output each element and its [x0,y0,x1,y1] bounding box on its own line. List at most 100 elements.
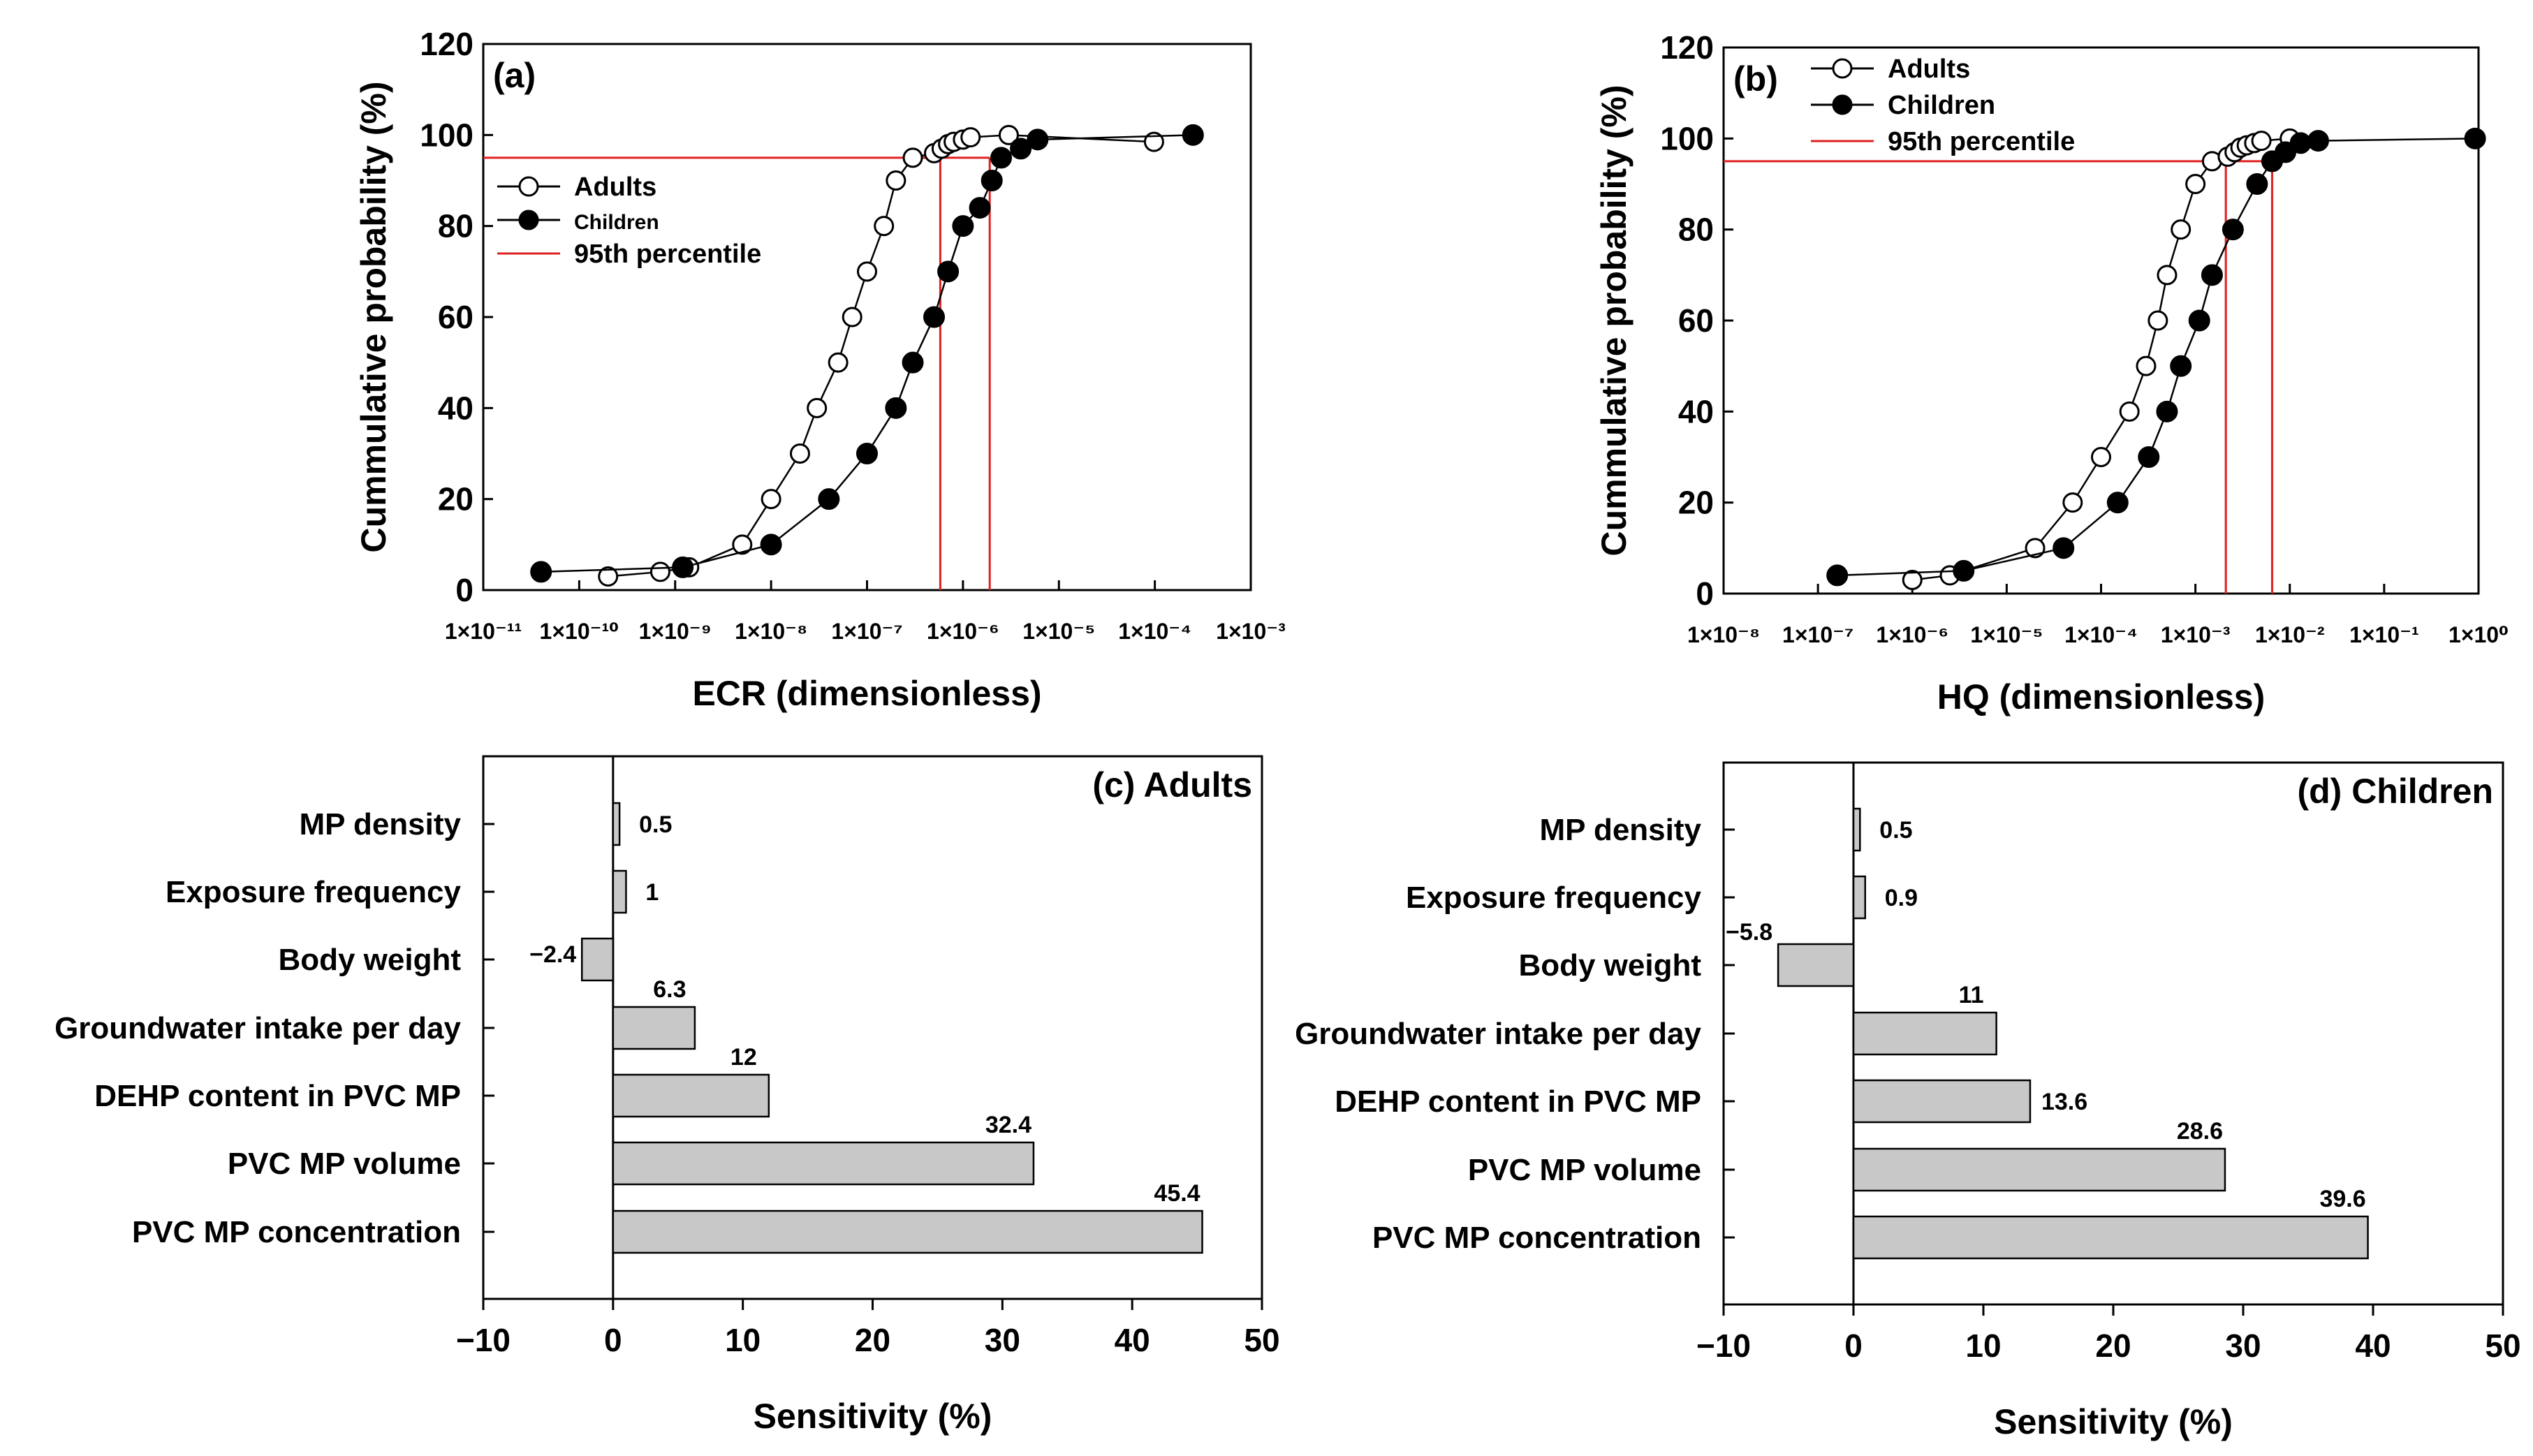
data-label: 45.4 [1154,1180,1200,1207]
data-point-adults [2157,265,2178,286]
data-label: −5.8 [1726,919,1772,946]
x-tick-label: 1×10⁻⁶ [927,619,999,644]
legend-label-children: Children [1888,91,1995,120]
data-point-children [902,351,924,374]
legend-marker-children [1832,94,1853,115]
y-tick-label: 80 [1678,212,1714,248]
data-label: 13.6 [2041,1089,2087,1115]
y-tick-label: 60 [438,299,473,335]
data-point-children [2106,492,2129,514]
category-label: DEHP content in PVC MP [94,1079,461,1113]
x-axis-label: Sensitivity (%) [754,1397,992,1436]
category-label: Body weight [1518,948,1701,983]
data-point-children [1027,128,1049,151]
data-point-children [969,197,991,219]
data-point-children [885,397,907,419]
data-point-children [2222,219,2244,241]
x-tick-label: 30 [985,1322,1020,1358]
x-tick-label: 1×10⁻⁷ [831,619,902,644]
bar [612,1006,696,1050]
data-point-children [2307,130,2329,152]
data-point-children [990,147,1013,169]
category-label: MP density [300,807,462,841]
x-tick-label: 1×10⁻⁶ [1876,622,1948,647]
data-point-children [672,556,694,578]
x-tick-label: 1×10⁻³ [2161,622,2231,647]
data-point-adults [598,566,619,587]
x-tick-label: 1×10⁰ [2448,622,2509,647]
x-tick-label: 1×10⁻⁸ [735,619,807,644]
y-tick-label: 60 [1678,302,1714,339]
x-tick-label: −10 [456,1322,511,1358]
panel-label: (d) Children [2297,772,2493,811]
x-tick-label: 10 [1965,1328,2001,1364]
data-point-children [1182,124,1204,146]
x-tick-label: 1×10⁻⁷ [1782,622,1853,647]
panel-b-hq-cumulative: 0 20 40 60 80 100 120 1×10⁻⁸ 1×10⁻⁷ 1×10⁻⁶ 1×10⁻⁵ 1… [1594,29,2509,716]
x-tick-label: 1×10⁻⁴ [2064,622,2138,647]
data-point-adults [2062,492,2083,513]
data-point-children [760,534,782,556]
bar [612,1073,770,1118]
data-label: 12 [730,1044,757,1071]
legend-label-95th-percentile: 95th percentile [1888,127,2075,156]
panel-label: (b) [1733,59,1778,98]
bar [1852,1147,2226,1192]
data-point-adults [2091,447,2111,467]
data-point-adults [2119,401,2140,422]
data-point-adults [2025,538,2046,559]
x-axis-label: Sensitivity (%) [1994,1402,2233,1441]
bar [612,1209,1203,1254]
data-label: 39.6 [2319,1186,2365,1212]
data-label: 0.5 [639,811,672,838]
x-tick-label: 1×10⁻² [2255,622,2325,647]
x-tick-label: 1×10⁻⁵ [1970,622,2043,647]
y-tick-label: 20 [1678,485,1714,521]
y-tick-label: 0 [1696,575,1714,612]
data-point-adults [1902,569,1923,590]
data-point-children [856,443,878,464]
x-axis-label: HQ (dimensionless) [1937,677,2266,716]
panel-label: (c) Adults [1092,765,1252,804]
bar [1777,943,1855,987]
data-point-children [530,561,552,583]
x-tick-label: 50 [2485,1328,2520,1364]
legend-label-children: Children [574,211,659,234]
x-tick-label: 1×10⁻¹¹ [445,619,522,644]
x-tick-label: 1×10⁻¹ [2349,622,2419,647]
x-tick-label: −10 [1696,1328,1751,1364]
category-label: PVC MP concentration [1372,1221,1701,1255]
x-tick-label: 1×10⁻⁴ [1118,619,1191,644]
data-point-children [952,215,974,237]
panel-c-adults-sensitivity: −10 0 10 20 30 40 50 Sensitivity (%) MP density 0… [54,755,1280,1436]
data-label: 1 [645,879,659,906]
category-label: Groundwater intake per day [1295,1017,1701,1051]
x-tick-label: 20 [2095,1328,2131,1364]
y-axis-label: Cummulative probability (%) [1594,84,1633,556]
category-label: PVC MP volume [228,1147,461,1181]
data-point-children [1826,564,1849,587]
data-point-adults [960,127,981,148]
data-point-adults [807,397,828,418]
data-point-adults [2251,131,2272,152]
x-tick-label: 1×10⁻¹⁰ [540,619,619,644]
category-label: Groundwater intake per day [54,1011,461,1045]
y-tick-label: 40 [1678,393,1714,429]
category-label: Exposure frequency [166,875,462,909]
y-tick-label: 120 [420,26,473,62]
data-label: 0.9 [1885,885,1918,911]
data-point-adults [2185,174,2206,194]
category-label: Exposure frequency [1406,881,1702,915]
bar [612,869,627,914]
series-line-adults [1912,138,2290,581]
data-point-children [2289,132,2312,154]
data-point-children [2188,309,2210,332]
data-point-adults [789,443,810,464]
x-tick-label: 50 [1244,1322,1279,1358]
bar [612,802,621,846]
data-point-children [818,488,840,510]
data-label: 6.3 [653,976,686,1003]
data-point-children [2170,355,2192,377]
bar [1852,1215,2369,1260]
x-tick-label: 40 [2355,1328,2391,1364]
